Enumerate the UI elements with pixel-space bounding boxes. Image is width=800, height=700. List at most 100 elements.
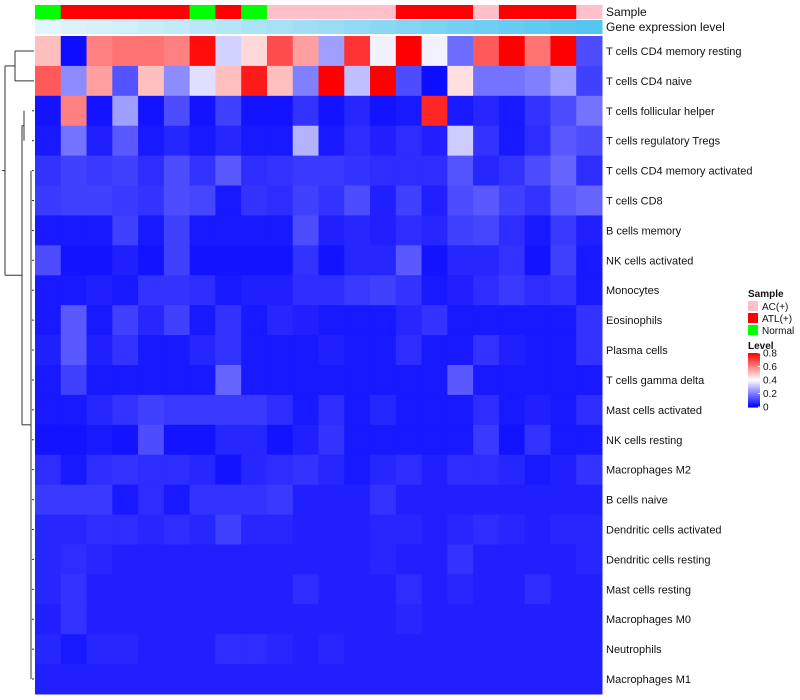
heatmap-cell [163,215,191,246]
heatmap-cell [86,664,113,695]
heatmap-cell [215,424,242,456]
expression-annotation-cell [138,20,165,34]
heatmap-cell [60,454,88,486]
heatmap-cell [138,424,165,456]
heatmap-cell [524,215,551,246]
heatmap-cell [576,424,603,456]
heatmap-cell [215,634,242,665]
heatmap-cell [189,245,216,276]
heatmap-cell [138,574,165,605]
heatmap-cell [266,454,294,486]
heatmap-cell [266,365,294,396]
heatmap-cell [421,424,448,456]
colorbar-segment [748,371,760,374]
heatmap-cell [241,65,268,97]
heatmap-cell [215,544,242,575]
row-label: Macrophages M0 [606,614,691,626]
heatmap-cell [447,305,474,336]
heatmap-cell [189,65,216,97]
heatmap-cell [215,65,242,97]
heatmap-cell [60,65,88,97]
heatmap-cell [550,155,577,187]
heatmap-cell [112,454,139,486]
heatmap-cell [241,484,268,516]
heatmap-cell [524,36,551,67]
heatmap-cell [576,275,603,306]
heatmap-cell [550,514,577,545]
heatmap-cell [138,125,165,157]
heatmap-cell [447,275,474,306]
heatmap-cell [138,664,165,695]
heatmap-cell [112,664,139,695]
heatmap-cell [60,185,88,216]
heatmap-cell [421,215,448,246]
heatmap-cell [524,155,551,187]
heatmap-cell [35,634,62,665]
heatmap-cell [112,544,139,575]
heatmap-cell [35,305,62,336]
heatmap-cell [550,394,577,426]
heatmap-cell [60,245,88,276]
heatmap-cell [473,454,500,486]
heatmap-cell [112,155,139,187]
heatmap-cell [60,394,88,426]
colorbar-segment [748,374,760,377]
expression-annotation-cell [395,20,423,34]
heatmap-cell [266,125,294,157]
heatmap-cell [163,95,191,127]
heatmap-cell [318,544,345,575]
heatmap-cell [395,245,423,276]
heatmap-cell [550,574,577,605]
heatmap-cell [318,514,345,545]
colorbar-segment [748,381,760,384]
colorbar-segment [748,355,760,358]
heatmap-cell [163,634,191,665]
heatmap-cell [266,155,294,187]
heatmap-cell [292,275,319,306]
heatmap-cell [421,604,448,635]
heatmap-cell [421,185,448,216]
heatmap-cell [344,36,371,67]
heatmap-cell [138,245,165,276]
heatmap-cell [112,484,139,516]
colorbar-segment [748,392,760,395]
heatmap-cell [86,305,113,336]
heatmap-cell [138,215,165,246]
heatmap-cell [215,275,242,306]
expression-annotation-cell [266,20,294,34]
heatmap-cell [550,544,577,575]
heatmap-cell [163,185,191,216]
heatmap-cell [421,275,448,306]
heatmap-cell [215,574,242,605]
heatmap-cell [266,245,294,276]
heatmap-cell [163,155,191,187]
heatmap-cell [421,245,448,276]
colorbar-segment [748,398,760,401]
heatmap-cell [292,634,319,665]
heatmap-cell [138,394,165,426]
heatmap-cell [576,95,603,127]
expression-annotation-cell [215,20,242,34]
row-label: Macrophages M2 [606,465,691,477]
colorbar-segment [748,354,760,357]
heatmap-cell [241,604,268,635]
heatmap-cell [163,514,191,545]
colorbar-segment [748,394,760,397]
row-label: Plasma cells [606,345,668,357]
heatmap-cell [473,424,500,456]
heatmap-cell [524,305,551,336]
heatmap-cell [370,36,397,67]
heatmap-cell [35,424,62,456]
heatmap-cell [370,305,397,336]
colorbar-tick-label: 0 [763,403,769,414]
heatmap-cell [215,365,242,396]
heatmap-cell [189,125,216,157]
heatmap-cell [138,65,165,97]
colorbar-segment [748,396,760,399]
heatmap-cell [524,394,551,426]
heatmap-cell [112,245,139,276]
annotation-label-expression: Gene expression level [606,20,725,34]
heatmap-cell [576,215,603,246]
heatmap-cell [189,155,216,187]
